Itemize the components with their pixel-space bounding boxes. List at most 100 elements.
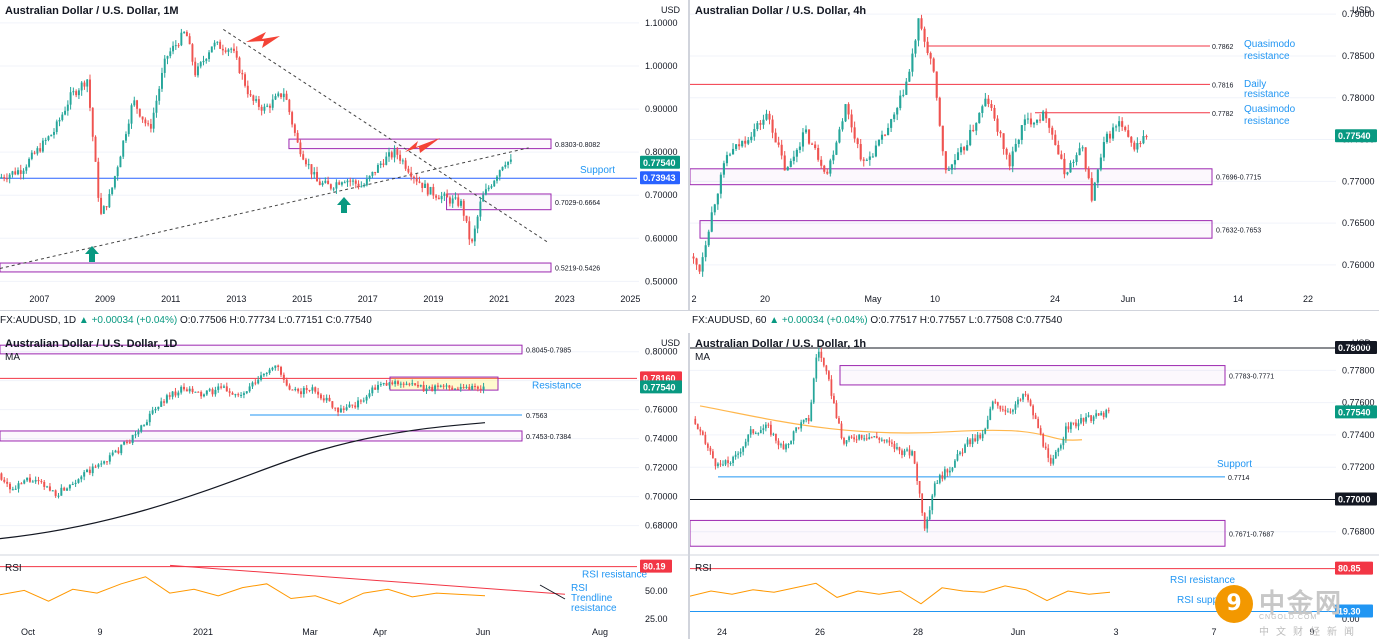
hourly-candle [1004,409,1007,412]
daily-ma-indicator-label[interactable]: MA [5,352,20,363]
monthly-candle [33,152,36,154]
daily-last-price-badge-bg [640,380,682,394]
monthly-candle [221,48,224,51]
h4-candle [987,98,990,105]
daily-chart-panel[interactable]: 0.800000.780000.760000.740000.720000.700… [0,333,688,639]
h4-chart-svg[interactable]: 0.790000.785000.780000.775000.770000.765… [690,0,1379,310]
daily-candle [362,400,365,402]
monthly-candle [460,200,462,206]
hourly-zone-label: 0.7783-0.7771 [1229,373,1274,380]
h4-chart-panel[interactable]: 0.790000.785000.780000.775000.770000.765… [690,0,1379,310]
hourly-round-number-price-badge-bg [1335,492,1377,506]
monthly-y-tick: 0.50000 [645,276,678,286]
daily-candle [476,386,479,389]
daily-candle [439,385,442,387]
hourly-candle [974,438,976,442]
daily-candle [405,383,408,385]
h4-x-tick: 24 [1050,294,1060,304]
h4-candle [783,155,786,171]
hourly-candle [817,351,820,358]
h4-candle [956,152,960,161]
monthly-candle [343,182,346,184]
monthly-candle [457,197,460,206]
daily-rsi-label[interactable]: RSI [5,563,22,574]
hourly-candle [830,379,833,396]
monthly-candle [11,171,14,175]
daily-zone [0,430,523,442]
hourly-candle [754,433,757,435]
daily-candle [131,434,134,444]
hourly-chart-panel[interactable]: 0.77800 0.77600 0.77400 0.77200 0.77000 0.768… [690,333,1379,639]
h4-level-note: Quasimodo [1244,104,1296,115]
h4-candle [1090,178,1093,201]
daily-candle [211,389,214,395]
monthly-x-tick: 2017 [358,294,378,304]
h4-candle [704,245,707,258]
daily-candle [434,385,437,392]
daily-candle [80,476,83,480]
daily-ticker-ohlc: O:0.77506 H:0.77734 L:0.77151 C:0.77540 [179,315,372,326]
hourly-ma-indicator-label[interactable]: MA [695,352,710,363]
h4-candle [862,159,865,161]
h4-candle [725,155,729,164]
daily-candle [242,393,245,395]
daily-chart-svg[interactable]: 0.800000.780000.760000.740000.720000.700… [0,333,688,639]
hourly-x-tick: 24 [717,627,727,637]
monthly-candle [166,56,169,59]
cngold-logo-icon: 9 [1215,585,1253,623]
daily-candle [419,385,422,387]
daily-candle [91,466,94,474]
daily-candle [183,386,186,390]
h4-currency-label: USD [1351,5,1371,15]
daily-zone-label: 0.8045-0.7985 [526,348,571,355]
hourly-chart-svg[interactable]: 0.77800 0.77600 0.77400 0.77200 0.77000 0.768… [690,333,1379,639]
hourly-candle [1102,412,1105,417]
daily-rsi-tick: 25.00 [645,614,668,624]
hourly-candle [812,378,815,403]
monthly-candle [169,51,172,57]
daily-candle [294,388,297,390]
h4-candle [823,165,826,172]
monthly-candle [122,140,125,157]
daily-rsi-line [0,576,486,605]
h4-candle [883,134,887,136]
monthly-candle [144,119,147,124]
hourly-rsi-tick: 0.00 [1342,614,1360,624]
monthly-candle [299,142,302,155]
monthly-candle [291,112,294,125]
monthly-candle [91,107,94,137]
daily-candle [459,387,462,389]
hourly-candle [797,427,800,429]
daily-candle [479,388,482,390]
monthly-candle [280,93,283,98]
daily-y-tick: 0.72000 [645,463,678,473]
h4-candle [850,114,853,128]
daily-candle [414,383,417,385]
h4-candle [844,104,847,122]
hourly-candle [1017,399,1019,405]
monthly-candle [479,201,482,217]
monthly-candle [188,36,191,45]
daily-y-tick: 0.68000 [645,521,678,531]
h4-candle [807,129,811,144]
h4-candle [1078,148,1081,156]
monthly-candle [180,32,183,46]
h4-candle [941,125,944,152]
monthly-candle [39,148,42,152]
daily-candle [100,463,103,465]
hourly-candle [749,429,752,435]
hourly-candle [757,433,760,435]
hourly-candle [926,519,929,529]
h4-candle [1133,142,1136,150]
hourly-rsi-value2-badge-text: 19.30 [1338,606,1361,616]
h4-x-tick: 10 [930,294,940,304]
monthly-chart-svg[interactable]: 1.10000 1.00000 0.90000 0.80000 0.70000 0.600… [0,0,688,310]
hourly-candle [853,437,855,440]
daily-candle [371,387,374,394]
watermark-cn: 中文财经新闻 [1259,627,1361,638]
monthly-candle [125,134,127,141]
daily-candle [445,385,448,387]
monthly-chart-panel[interactable]: 1.10000 1.00000 0.90000 0.80000 0.70000 0.600… [0,0,688,310]
hourly-candle [1037,418,1040,429]
hourly-rsi-label[interactable]: RSI [695,563,712,574]
